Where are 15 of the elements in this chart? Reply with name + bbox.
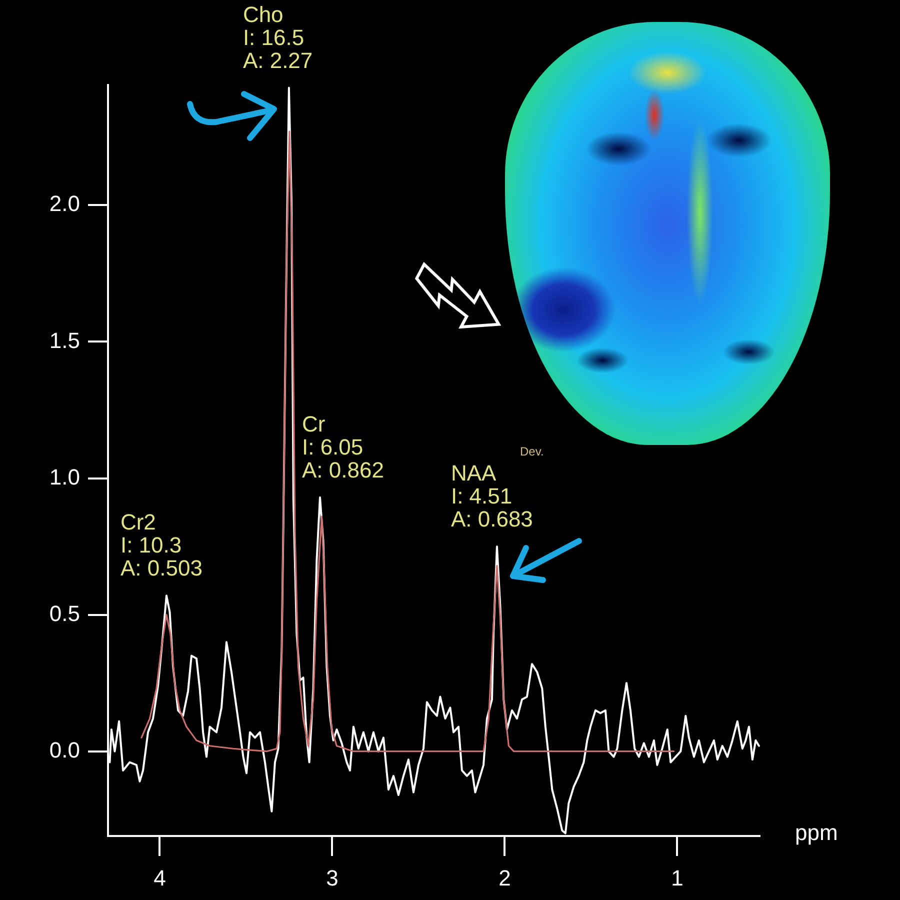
x-tick-label: 2: [498, 865, 511, 890]
y-tick-label: 1.5: [49, 328, 80, 353]
annotation: NAA I: 4.51 A: 0.683: [450, 460, 533, 532]
y-tick-label: 0.0: [49, 737, 80, 762]
annotation: Cr I: 6.05 A: 0.862: [302, 411, 384, 482]
annotation: Cr2 I: 10.3 A: 0.503: [120, 510, 202, 581]
y-tick-label: 0.5: [49, 600, 80, 626]
annotation: Dev.: [520, 444, 544, 458]
x-tick-label: 1: [671, 865, 684, 890]
annotation: Cho I: 16.5 A: 2.27: [242, 2, 313, 73]
x-tick-label: 3: [326, 865, 338, 890]
x-axis-title: ppm: [795, 820, 838, 846]
y-tick-label: 2.0: [49, 191, 80, 216]
x-tick-label: 4: [154, 865, 166, 890]
y-tick-label: 1.0: [49, 464, 80, 490]
